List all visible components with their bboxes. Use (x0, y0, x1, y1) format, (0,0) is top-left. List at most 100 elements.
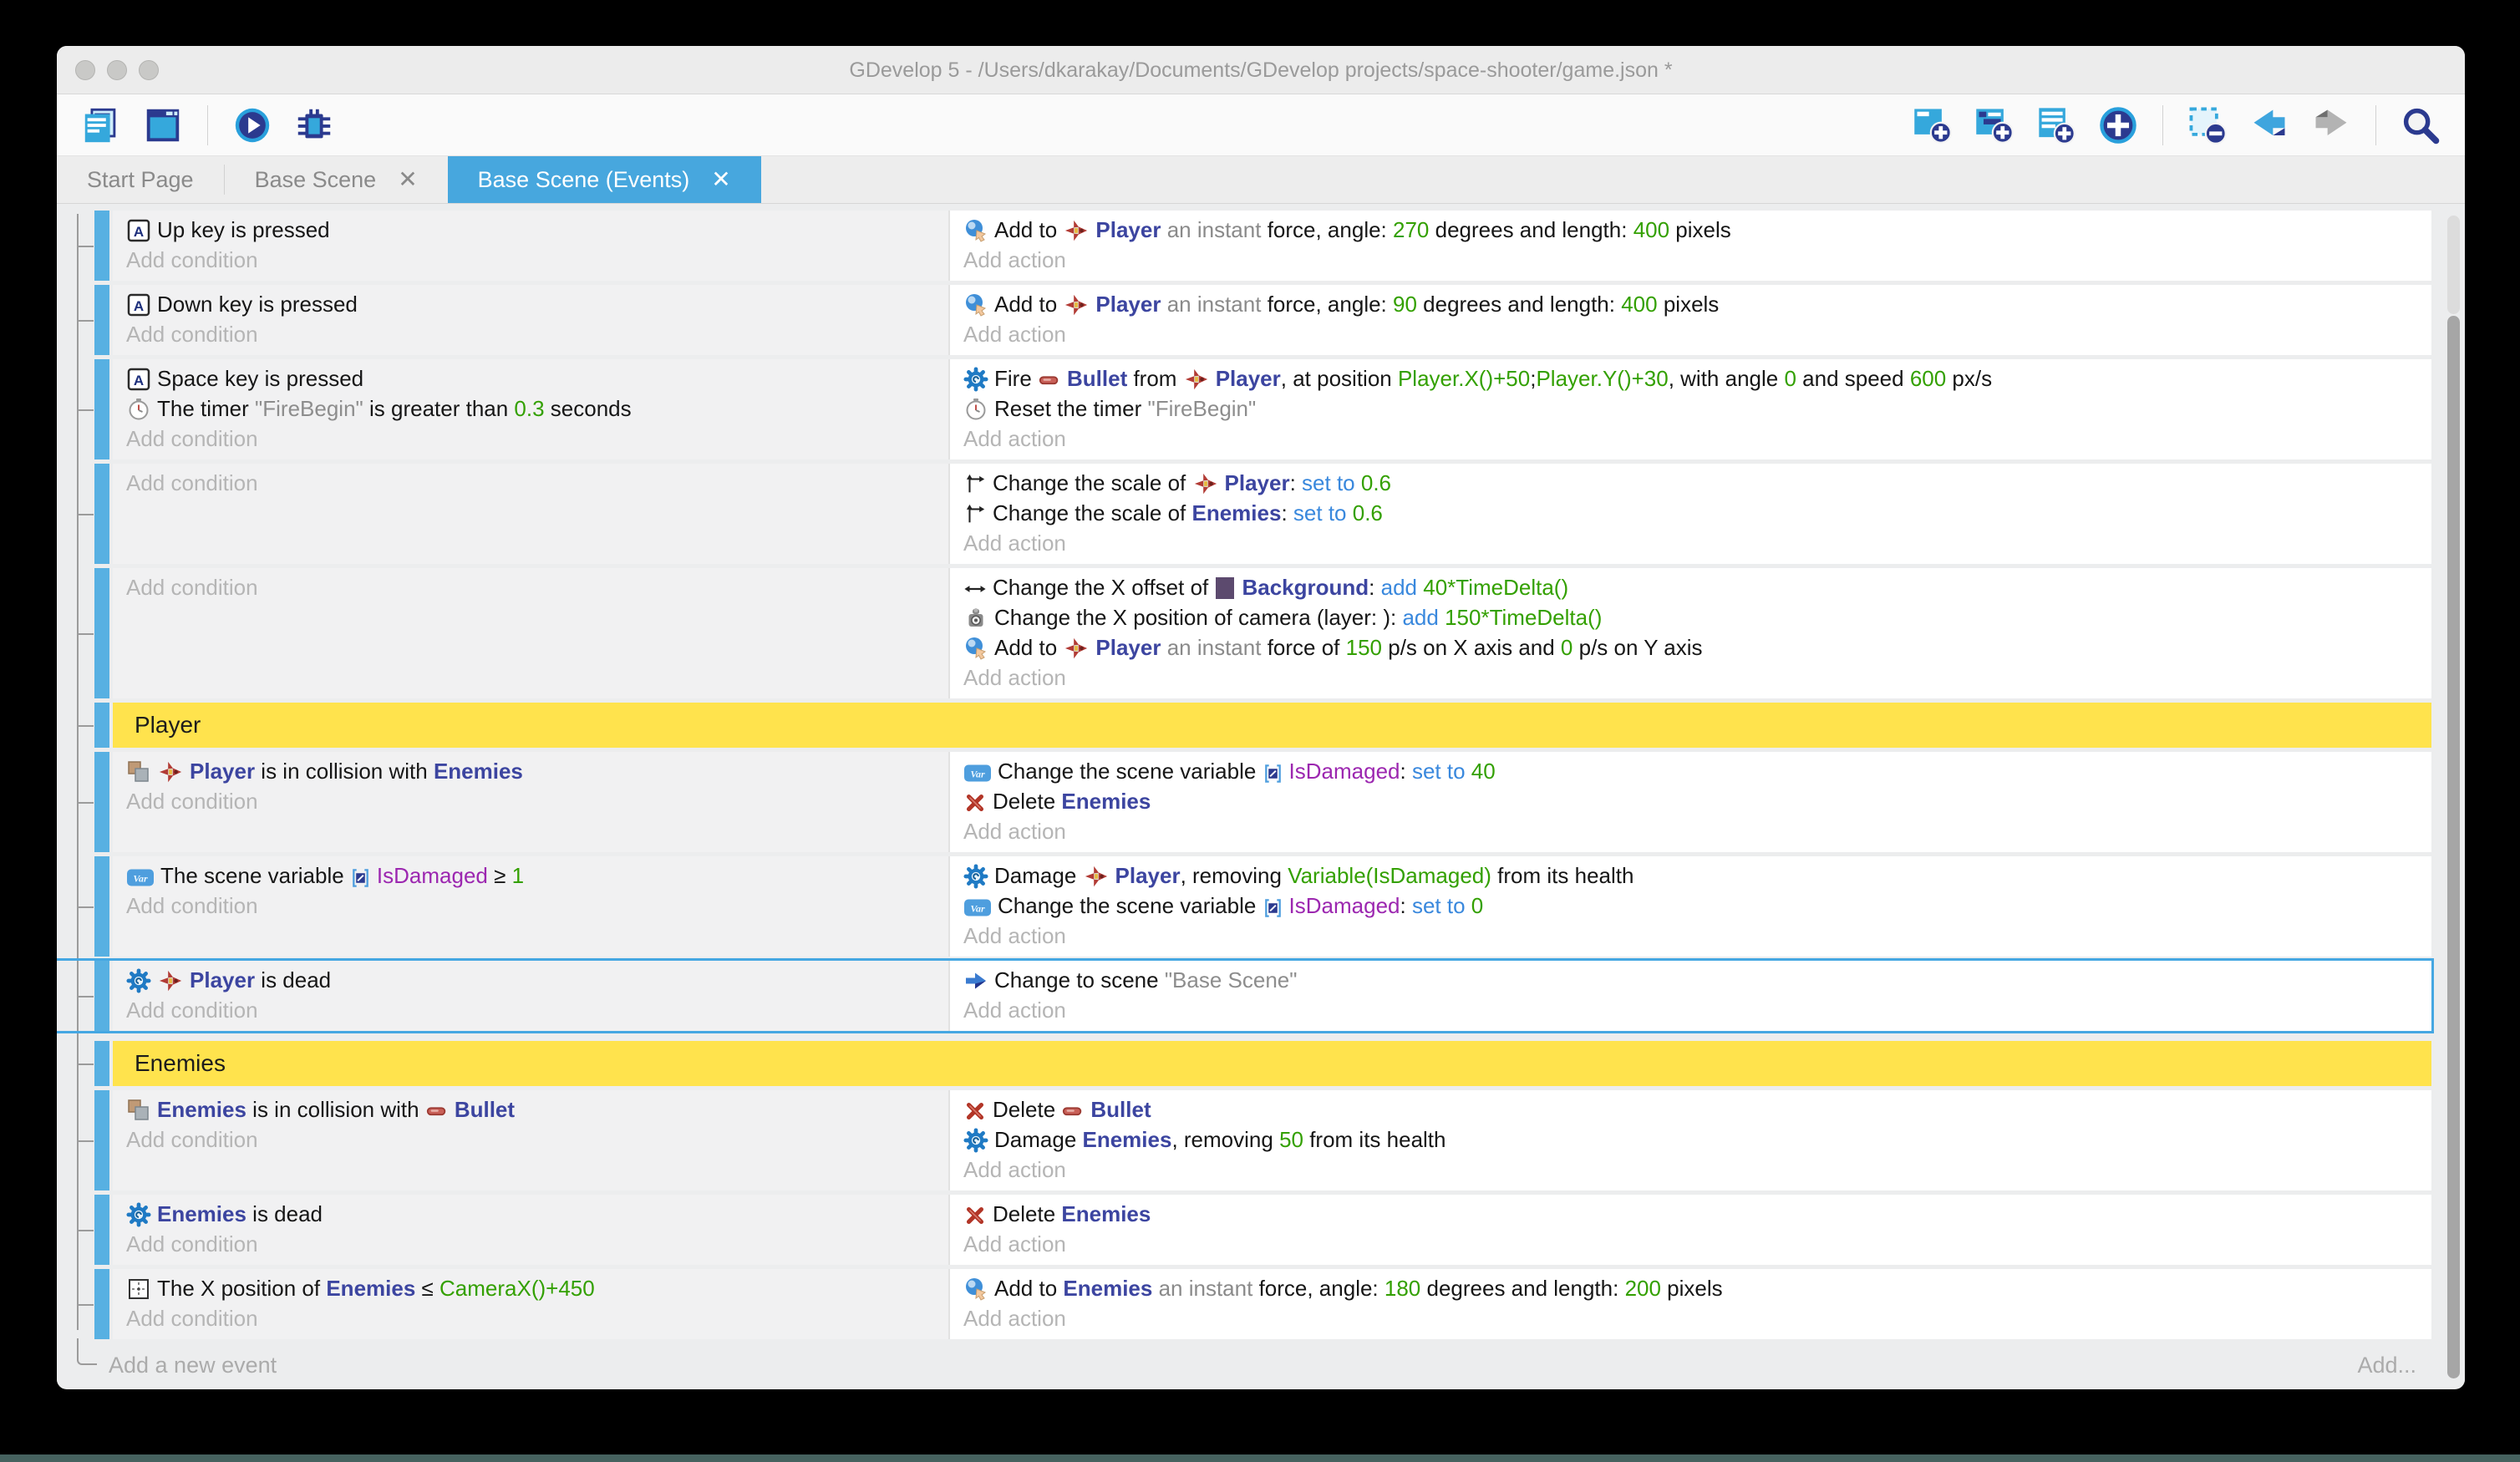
condition-line[interactable]: Enemies is in collision with Bullet (126, 1094, 937, 1124)
event-drag-bar[interactable] (94, 1195, 109, 1265)
event-row[interactable]: Add condition Change the X offset of Back… (57, 568, 2431, 698)
group-header[interactable]: Enemies (113, 1041, 2431, 1086)
add-condition-button[interactable]: Add condition (126, 1231, 258, 1256)
action-line[interactable]: Damage Enemies, removing 50 from its hea… (963, 1124, 2420, 1155)
action-cell[interactable]: Add to Enemies an instant force, angle: … (950, 1269, 2431, 1339)
action-cell[interactable]: Var Change the scene variable IsDamaged: … (950, 752, 2431, 852)
action-line[interactable]: Delete Enemies (963, 1199, 2420, 1229)
action-line[interactable]: Var Change the scene variable IsDamaged: … (963, 891, 2420, 921)
action-cell[interactable]: Add to Player an instant force, angle: 2… (950, 211, 2431, 281)
event-row[interactable]: A Down key is pressed Add condition Add to … (57, 285, 2431, 355)
action-line[interactable]: Change the X position of camera (layer: … (963, 602, 2420, 632)
condition-line[interactable]: The timer "FireBegin" is greater than 0.… (126, 393, 937, 424)
condition-cell[interactable]: Var The scene variable IsDamaged ≥ 1 Add c… (113, 856, 950, 957)
action-line[interactable]: Change the scale of Player: set to 0.6 (963, 468, 2420, 498)
action-line[interactable]: Change the scale of Enemies: set to 0.6 (963, 498, 2420, 528)
condition-line[interactable]: A Down key is pressed (126, 289, 937, 319)
event-drag-bar[interactable] (94, 856, 109, 957)
add-subevent-button[interactable] (1972, 103, 2017, 148)
event-drag-bar[interactable] (94, 1041, 109, 1086)
title-bar[interactable]: GDevelop 5 - /Users/dkarakay/Documents/G… (57, 46, 2465, 94)
event-drag-bar[interactable] (94, 359, 109, 459)
action-cell[interactable]: Change to scene "Base Scene" Add action (950, 961, 2431, 1031)
zoom-button[interactable] (139, 60, 159, 80)
condition-line[interactable]: Enemies is dead (126, 1199, 937, 1229)
action-line[interactable]: Fire Bullet from Player, at position Pla… (963, 363, 2420, 393)
event-drag-bar[interactable] (94, 961, 109, 1031)
scene-editor-button[interactable] (140, 103, 185, 148)
condition-cell[interactable]: A Down key is pressed Add condition (113, 285, 950, 355)
event-row[interactable]: Add condition Change the scale of Player:… (57, 464, 2431, 564)
add-condition-button[interactable]: Add condition (126, 1306, 258, 1331)
vertical-scrollbar-track[interactable] (2447, 216, 2460, 314)
action-line[interactable]: Change to scene "Base Scene" (963, 965, 2420, 995)
event-row[interactable]: The X position of Enemies ≤ CameraX()+45… (57, 1269, 2431, 1339)
add-action-button[interactable]: Add action (963, 322, 1066, 347)
add-event-button[interactable] (1910, 103, 1955, 148)
minimize-button[interactable] (107, 60, 127, 80)
event-drag-bar[interactable] (94, 568, 109, 698)
add-comment-button[interactable] (2034, 103, 2079, 148)
action-line[interactable]: Add to Player an instant force of 150 p/… (963, 632, 2420, 662)
action-cell[interactable]: Fire Bullet from Player, at position Pla… (950, 359, 2431, 459)
close-button[interactable] (75, 60, 95, 80)
add-condition-button[interactable]: Add condition (126, 426, 258, 451)
event-row[interactable]: Var The scene variable IsDamaged ≥ 1 Add c… (57, 856, 2431, 957)
condition-cell[interactable]: A Space key is pressed The timer "FireBegi… (113, 359, 950, 459)
add-action-button[interactable]: Add action (963, 819, 1066, 844)
add-condition-button[interactable]: Add condition (126, 789, 258, 814)
condition-cell[interactable]: Player is dead Add condition (113, 961, 950, 1031)
action-cell[interactable]: Add to Player an instant force, angle: 9… (950, 285, 2431, 355)
action-line[interactable]: Add to Enemies an instant force, angle: … (963, 1273, 2420, 1303)
action-line[interactable]: Change the X offset of Background: add 4… (963, 572, 2420, 602)
add-action-button[interactable]: Add action (963, 247, 1066, 272)
event-row[interactable]: Player is in collision with Enemies Add c… (57, 752, 2431, 852)
condition-line[interactable]: Player is dead (126, 965, 937, 995)
event-drag-bar[interactable] (94, 703, 109, 748)
add-action-button[interactable]: Add action (963, 998, 1066, 1023)
event-row[interactable]: A Space key is pressed The timer "FireBegi… (57, 359, 2431, 459)
delete-selection-button[interactable] (2185, 103, 2230, 148)
condition-line[interactable]: Player is in collision with Enemies (126, 756, 937, 786)
undo-button[interactable] (2247, 103, 2292, 148)
vertical-scrollbar-thumb[interactable] (2447, 316, 2460, 1378)
event-drag-bar[interactable] (94, 464, 109, 564)
add-action-button[interactable]: Add action (963, 665, 1066, 690)
group-row[interactable]: Enemies (57, 1041, 2431, 1086)
condition-cell[interactable]: Enemies is in collision with Bullet Add c… (113, 1090, 950, 1190)
action-line[interactable]: Var Change the scene variable IsDamaged: … (963, 756, 2420, 786)
event-row[interactable]: Enemies is in collision with Bullet Add c… (57, 1090, 2431, 1190)
condition-line[interactable]: The X position of Enemies ≤ CameraX()+45… (126, 1273, 937, 1303)
group-row[interactable]: Player (57, 703, 2431, 748)
add-action-button[interactable]: Add action (963, 1231, 1066, 1256)
action-line[interactable]: Reset the timer "FireBegin" (963, 393, 2420, 424)
event-drag-bar[interactable] (94, 1269, 109, 1339)
condition-line[interactable]: A Space key is pressed (126, 363, 937, 393)
add-circle-button[interactable] (2096, 103, 2141, 148)
condition-cell[interactable]: A Up key is pressed Add condition (113, 211, 950, 281)
group-header[interactable]: Player (113, 703, 2431, 748)
tab-close-icon[interactable]: ✕ (398, 166, 418, 192)
add-condition-button[interactable]: Add condition (126, 470, 258, 495)
add-action-button[interactable]: Add action (963, 1157, 1066, 1182)
event-row[interactable]: Enemies is dead Add condition Delete Enemi… (57, 1195, 2431, 1265)
condition-line[interactable]: Var The scene variable IsDamaged ≥ 1 (126, 860, 937, 891)
event-drag-bar[interactable] (94, 1090, 109, 1190)
event-drag-bar[interactable] (94, 752, 109, 852)
add-new-event-button[interactable]: Add a new event (109, 1352, 277, 1378)
search-button[interactable] (2398, 103, 2443, 148)
tab-close-icon[interactable]: ✕ (711, 166, 731, 192)
add-condition-button[interactable]: Add condition (126, 322, 258, 347)
action-line[interactable]: Delete Enemies (963, 786, 2420, 816)
add-action-button[interactable]: Add action (963, 426, 1066, 451)
action-line[interactable]: Delete Bullet (963, 1094, 2420, 1124)
add-action-button[interactable]: Add action (963, 923, 1066, 948)
add-condition-button[interactable]: Add condition (126, 1127, 258, 1152)
redo-button[interactable] (2309, 103, 2354, 148)
condition-cell[interactable]: Add condition (113, 568, 950, 698)
condition-cell[interactable]: Enemies is dead Add condition (113, 1195, 950, 1265)
project-manager-button[interactable] (79, 103, 124, 148)
action-cell[interactable]: Damage Player, removing Variable(IsDamag… (950, 856, 2431, 957)
tab-base-scene[interactable]: Base Scene ✕ (225, 156, 448, 203)
event-drag-bar[interactable] (94, 285, 109, 355)
